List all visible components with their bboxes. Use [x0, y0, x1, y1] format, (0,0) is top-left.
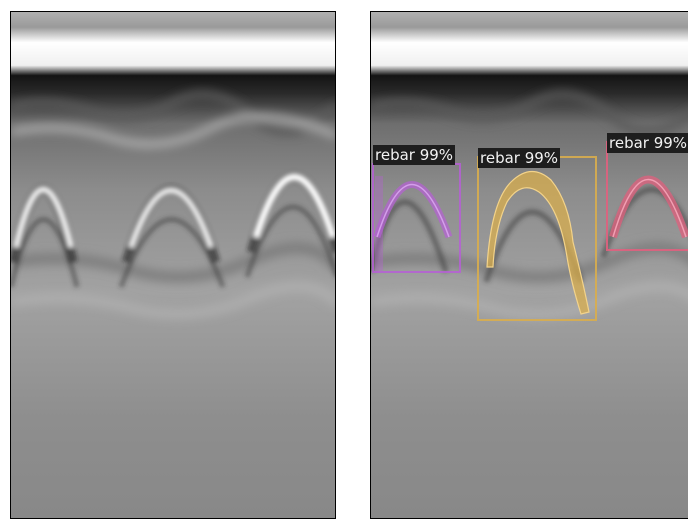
- clutter-texture: [371, 90, 688, 319]
- segmented-scan-panel: rebar 99% rebar 99% rebar 99%: [370, 11, 688, 519]
- rebar-label-2: rebar 99%: [478, 148, 561, 168]
- original-scan-image: [11, 12, 335, 518]
- scan-background: [11, 12, 335, 518]
- rebar-mask-outline-3: [612, 178, 687, 238]
- rebar-label-3: rebar 99%: [607, 133, 688, 153]
- original-scan-panel: [10, 11, 336, 519]
- segmented-scan-image: [371, 12, 688, 518]
- rebar-mask-outline-2: [486, 170, 590, 315]
- rebar-label-1: rebar 99%: [373, 145, 456, 165]
- scan-background: [371, 12, 688, 518]
- rebar-hyperbolas: [11, 172, 335, 288]
- rebar-mask-outline-1: [376, 183, 450, 238]
- rebar-mask-2: [487, 171, 589, 314]
